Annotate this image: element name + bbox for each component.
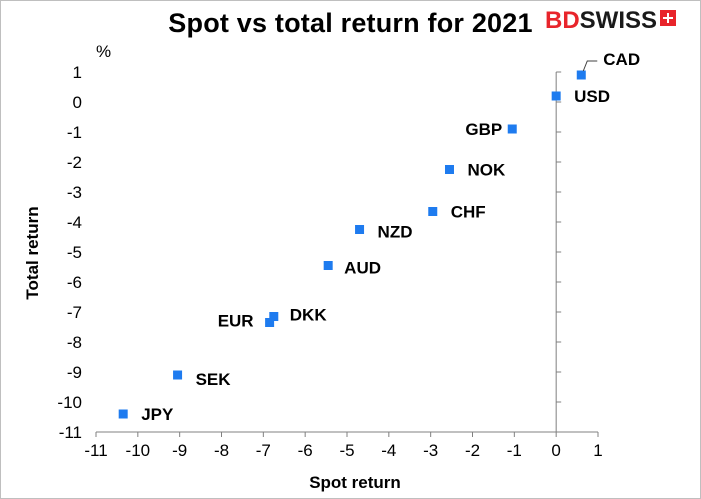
x-tick-label: -11 [84,441,107,460]
scatter-point-nzd [355,225,365,234]
y-axis-label: Total return [23,206,42,299]
x-tick-label: -4 [381,441,396,460]
point-label-eur: EUR [218,312,254,331]
point-label-nzd: NZD [378,223,413,242]
point-label-gbp: GBP [465,120,502,139]
axes [95,71,599,437]
point-label-nok: NOK [467,161,506,180]
scatter-point-sek [173,370,183,380]
x-tick-labels: -11 -10 -9 -8 -7 -6 -5 -4 -3 -2 -1 0 1 [84,441,602,460]
y-tick-label: -11 [59,423,82,442]
x-tick-label: -1 [507,441,522,460]
x-tick-label: -7 [256,441,271,460]
point-label-aud: AUD [344,259,381,278]
point-label-usd: USD [574,87,610,106]
data-points [118,70,586,419]
y-tick-label: -3 [67,183,82,202]
x-tick-label: -9 [172,441,187,460]
y-tick-label: -6 [67,273,82,292]
point-label-dkk: DKK [290,306,328,325]
scatter-point-dkk [269,312,279,321]
y-tick-labels: 1 0 -1 -2 -3 -4 -5 -6 -7 -8 -9 -10 -11 [57,63,82,442]
y-unit-label: % [96,42,111,61]
scatter-point-gbp [507,124,517,134]
y-tick-label: -7 [67,303,82,322]
point-label-sek: SEK [196,370,232,389]
scatter-point-aud [323,261,333,270]
y-tick-label: -1 [67,123,82,142]
x-tick-label: -10 [126,441,151,460]
y-tick-label: -10 [57,393,82,412]
x-tick-label: -6 [298,441,313,460]
x-tick-label: 1 [593,441,602,460]
y-tick-label: -2 [67,153,82,172]
scatter-point-jpy [118,409,128,419]
y-tick-label: -8 [67,333,82,352]
y-tick-label: -9 [67,363,82,382]
point-labels: CAD USD GBP NOK CHF NZD AUD DKK EUR SEK JPY [141,50,640,424]
point-label-chf: CHF [451,203,486,222]
bdswiss-logo: BD SWISS [545,7,677,35]
scatter-point-nok [444,165,454,174]
x-tick-label: 0 [551,441,560,460]
y-tick-label: -5 [67,243,82,262]
y-tick-label: -4 [67,213,82,232]
x-axis-label: Spot return [309,473,401,492]
y-tick-label: 0 [73,93,82,112]
x-tick-label: -5 [339,441,354,460]
logo-text-swiss: SWISS [579,7,658,34]
label-leader-line [582,60,598,72]
scatter-point-eur [265,318,275,327]
logo-text-bd: BD [545,7,580,34]
point-label-jpy: JPY [141,405,174,424]
scatter-point-usd [551,91,561,101]
scatter-point-chf [428,207,438,216]
point-label-cad: CAD [603,50,640,69]
swiss-cross-icon [660,10,677,26]
x-tick-label: -3 [423,441,438,460]
chart-title: Spot vs total return for 2021 [168,8,533,38]
scatter-point-cad [576,70,586,80]
x-tick-label: -2 [465,441,480,460]
y-tick-label: 1 [73,63,82,82]
x-tick-label: -8 [214,441,229,460]
